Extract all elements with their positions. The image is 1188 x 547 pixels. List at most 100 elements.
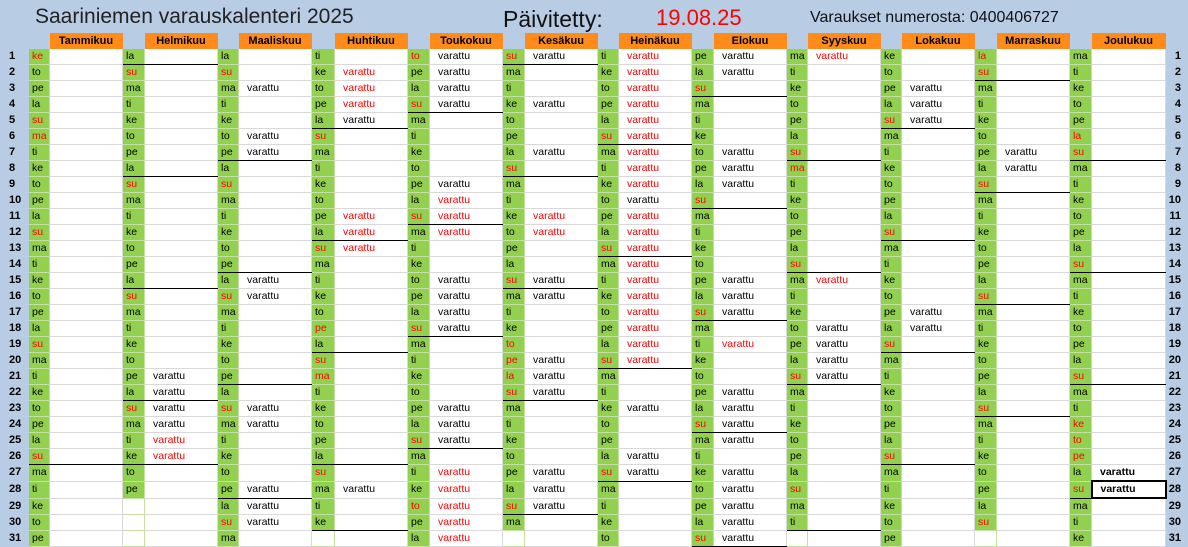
weekday-cell[interactable]: ke (502, 320, 525, 337)
weekday-cell[interactable]: to (597, 192, 619, 209)
weekday-cell[interactable]: ke (597, 514, 619, 531)
weekday-cell[interactable]: la (880, 432, 902, 449)
weekday-cell[interactable]: la (28, 96, 50, 113)
weekday-cell[interactable]: ma (691, 432, 714, 449)
status-cell[interactable] (238, 368, 312, 385)
weekday-cell[interactable]: ti (122, 320, 145, 337)
status-cell[interactable] (901, 240, 975, 257)
weekday-cell[interactable]: ma (880, 240, 902, 257)
status-cell[interactable] (901, 384, 975, 401)
weekday-cell[interactable]: su (880, 448, 902, 465)
weekday-cell[interactable]: to (597, 416, 619, 433)
status-cell[interactable]: varattu (901, 112, 975, 129)
weekday-cell[interactable]: la (122, 160, 145, 177)
weekday-cell[interactable]: ti (691, 112, 714, 129)
weekday-cell[interactable] (502, 530, 525, 547)
weekday-cell[interactable]: su (974, 514, 997, 531)
weekday-cell[interactable]: ke (1069, 416, 1092, 433)
weekday-cell[interactable]: la (691, 400, 714, 417)
weekday-cell[interactable]: ke (597, 400, 619, 417)
weekday-cell[interactable]: pe (691, 160, 714, 177)
status-cell[interactable] (901, 352, 975, 369)
status-cell[interactable] (901, 400, 975, 417)
weekday-cell[interactable]: ma (28, 128, 50, 145)
weekday-cell[interactable]: ke (597, 288, 619, 305)
weekday-cell[interactable]: la (311, 224, 335, 241)
weekday-cell[interactable]: ma (502, 176, 525, 193)
weekday-cell[interactable]: ma (217, 192, 239, 209)
weekday-cell[interactable]: ke (122, 336, 145, 353)
status-cell[interactable]: varattu (524, 384, 598, 401)
weekday-cell[interactable]: ke (691, 240, 714, 257)
status-cell[interactable] (238, 160, 312, 177)
status-cell[interactable] (429, 144, 503, 161)
status-cell[interactable] (49, 64, 123, 81)
weekday-cell[interactable]: ma (880, 464, 902, 482)
weekday-cell[interactable]: pe (691, 272, 714, 289)
status-cell[interactable]: varattu (144, 368, 218, 385)
weekday-cell[interactable]: su (311, 352, 335, 369)
status-cell[interactable]: varattu (807, 272, 881, 289)
weekday-cell[interactable]: pe (974, 480, 997, 499)
status-cell[interactable] (49, 240, 123, 257)
weekday-cell[interactable]: su (786, 144, 808, 161)
weekday-cell[interactable]: la (502, 256, 525, 273)
weekday-cell[interactable]: ke (28, 48, 50, 65)
status-cell[interactable] (807, 128, 881, 145)
status-cell[interactable]: varattu (618, 256, 692, 273)
weekday-cell[interactable]: to (28, 176, 50, 193)
weekday-cell[interactable]: pe (311, 320, 335, 337)
weekday-cell[interactable]: to (974, 240, 997, 257)
weekday-cell[interactable]: ke (502, 432, 525, 449)
weekday-cell[interactable]: ma (407, 224, 430, 241)
weekday-cell[interactable]: su (217, 288, 239, 305)
status-cell[interactable] (901, 336, 975, 353)
status-cell[interactable] (334, 256, 408, 273)
status-cell[interactable]: varattu (524, 497, 598, 515)
status-cell[interactable] (807, 514, 881, 531)
weekday-cell[interactable]: to (217, 240, 239, 257)
weekday-cell[interactable]: su (502, 48, 525, 65)
status-cell[interactable] (901, 432, 975, 449)
weekday-cell[interactable]: la (786, 240, 808, 257)
status-cell[interactable] (1091, 240, 1166, 257)
status-cell[interactable] (901, 288, 975, 305)
status-cell[interactable] (996, 336, 1070, 353)
weekday-cell[interactable]: su (880, 336, 902, 353)
status-cell[interactable]: varattu (144, 384, 218, 401)
status-cell[interactable] (807, 144, 881, 161)
weekday-cell[interactable]: to (28, 400, 50, 417)
weekday-cell[interactable]: ma (311, 144, 335, 161)
weekday-cell[interactable]: ke (1069, 80, 1092, 97)
weekday-cell[interactable]: la (974, 272, 997, 289)
status-cell[interactable] (1091, 80, 1166, 97)
weekday-cell[interactable]: ke (880, 160, 902, 177)
weekday-cell[interactable]: ke (217, 448, 239, 465)
weekday-cell[interactable] (311, 530, 335, 547)
status-cell[interactable] (334, 160, 408, 177)
status-cell[interactable]: varattu (618, 48, 692, 65)
status-cell[interactable] (334, 368, 408, 385)
status-cell[interactable] (524, 160, 598, 177)
status-cell[interactable]: varattu (618, 288, 692, 305)
weekday-cell[interactable]: ke (407, 256, 430, 273)
weekday-cell[interactable]: la (691, 514, 714, 531)
weekday-cell[interactable]: pe (880, 416, 902, 433)
status-cell[interactable] (996, 448, 1070, 465)
status-cell[interactable] (1091, 288, 1166, 305)
weekday-cell[interactable]: ma (1069, 497, 1092, 515)
weekday-cell[interactable]: ma (311, 256, 335, 273)
weekday-cell[interactable]: ma (502, 288, 525, 305)
weekday-cell[interactable]: la (122, 48, 145, 65)
weekday-cell[interactable]: ke (217, 112, 239, 129)
weekday-cell[interactable]: ti (880, 256, 902, 273)
weekday-cell[interactable]: la (786, 128, 808, 145)
weekday-cell[interactable]: ti (974, 432, 997, 449)
status-cell[interactable] (713, 224, 787, 241)
status-cell[interactable] (1091, 272, 1166, 289)
status-cell[interactable] (618, 368, 692, 385)
weekday-cell[interactable]: ma (407, 112, 430, 129)
weekday-cell[interactable]: ti (1069, 176, 1092, 193)
status-cell[interactable]: varattu (238, 80, 312, 97)
status-cell[interactable]: varattu (713, 272, 787, 289)
